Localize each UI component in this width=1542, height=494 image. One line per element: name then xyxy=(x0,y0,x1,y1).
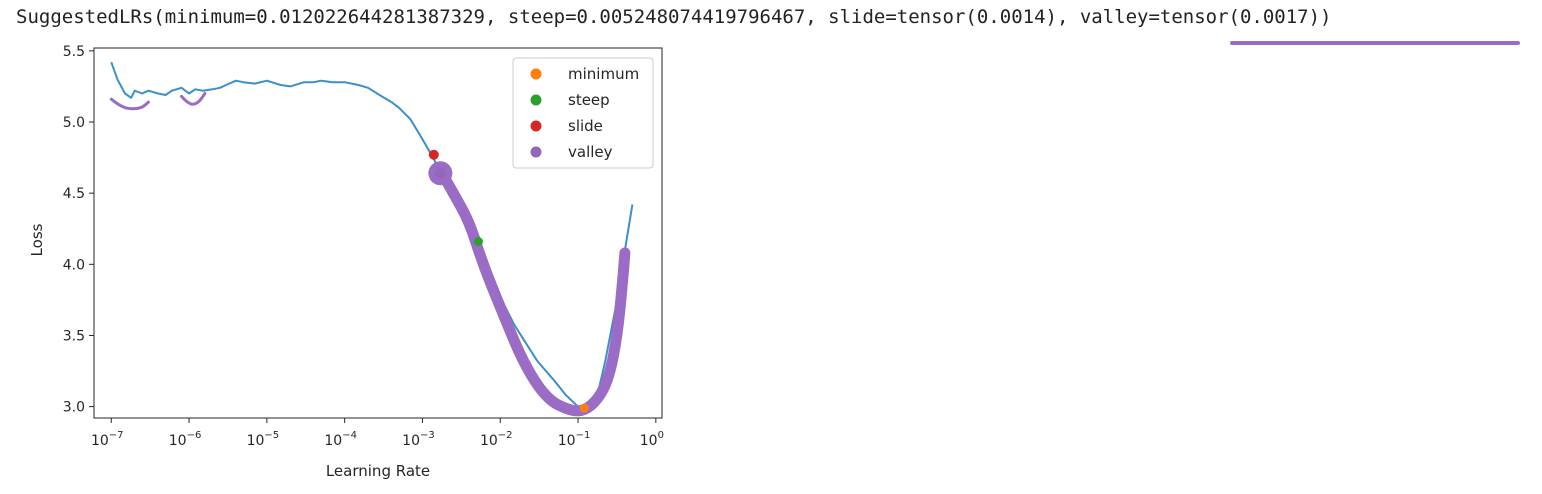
marker-slide xyxy=(428,149,439,160)
x-tick-label-3: 10−4 xyxy=(324,430,357,449)
suggested-lrs-output: SuggestedLRs(minimum=0.01202264428138732… xyxy=(16,6,1332,28)
y-tick-label-0: 3.0 xyxy=(63,400,85,416)
x-tick-label-0: 10−7 xyxy=(91,430,124,449)
dip-mark-1 xyxy=(109,97,150,111)
y-tick-label-3: 4.5 xyxy=(63,186,85,202)
legend-label-steep: steep xyxy=(568,91,610,109)
legend-box xyxy=(512,57,654,169)
y-tick-label-4: 5.0 xyxy=(63,115,85,131)
y-tick-label-5: 5.5 xyxy=(63,44,85,60)
legend-swatch-steep xyxy=(530,94,542,106)
x-tick-label-6: 10−1 xyxy=(558,430,591,449)
marker-valley xyxy=(434,167,446,179)
legend-swatch-valley xyxy=(530,146,542,158)
x-tick-label-4: 10−3 xyxy=(402,430,435,449)
dip-mark-2 xyxy=(180,92,207,106)
legend-label-valley: valley xyxy=(568,143,613,161)
plot-frame xyxy=(93,47,663,419)
legend-label-minimum: minimum xyxy=(568,65,639,83)
x-tick-label-7: 100 xyxy=(640,430,664,449)
y-tick-label-2: 4.0 xyxy=(63,257,85,273)
y-tick-label-1: 3.5 xyxy=(63,328,85,344)
axis-ticks: 10−7 10−6 10−5 10−4 10−3 10−2 10−1 100 3.0 3.5 4.0… xyxy=(63,44,664,449)
marker-layer xyxy=(428,149,589,413)
x-tick-label-1: 10−6 xyxy=(169,430,202,449)
legend: minimum steep slide valley xyxy=(512,57,654,169)
x-tick-label-2: 10−5 xyxy=(247,430,280,449)
legend-swatch-slide xyxy=(530,120,542,132)
x-tick-label-5: 10−2 xyxy=(480,430,513,449)
marker-steep xyxy=(473,237,483,247)
valley-highlight-stroke xyxy=(434,164,631,417)
output-prefix: SuggestedLRs(minimum=0.01202264428138732… xyxy=(16,6,1080,28)
series-layer xyxy=(110,61,634,412)
legend-label-slide: slide xyxy=(568,117,603,135)
series-line-loss xyxy=(110,61,634,412)
output-suffix: ) xyxy=(1320,6,1332,28)
output-valley-highlight: valley=tensor(0.0017) xyxy=(1079,6,1321,28)
y-axis-label: Loss xyxy=(28,223,46,256)
marker-minimum xyxy=(579,403,589,413)
x-axis-label: Learning Rate xyxy=(326,462,430,480)
legend-swatch-minimum xyxy=(530,68,542,80)
